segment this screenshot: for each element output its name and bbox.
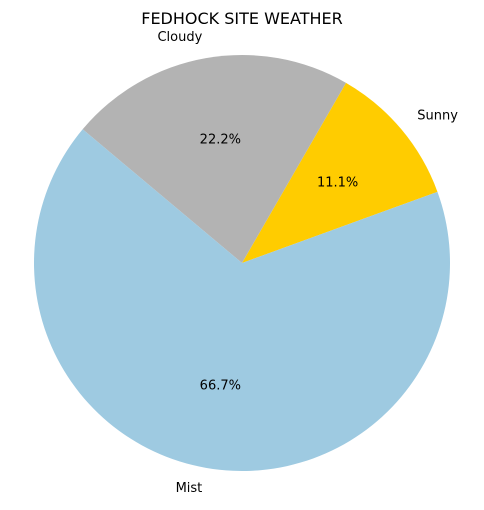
slice-label-cloudy: Cloudy [157, 30, 202, 45]
pie-slices [34, 55, 451, 471]
chart-title: FEDHOCK SITE WEATHER [141, 9, 343, 28]
pie-slice-cloudy [82, 55, 346, 263]
slice-percent-cloudy: 22.2% [200, 133, 241, 148]
slice-label-mist: Mist [176, 481, 203, 496]
pie-slice-sunny [242, 82, 438, 264]
pie-slice-mist [34, 129, 451, 471]
slice-percent-sunny: 11.1% [317, 175, 358, 190]
slice-label-sunny: Sunny [417, 108, 458, 123]
pie-labels: Sunny 11.1% Cloudy 22.2% Mist 66.7% [157, 30, 458, 496]
slice-percent-mist: 66.7% [200, 378, 241, 393]
